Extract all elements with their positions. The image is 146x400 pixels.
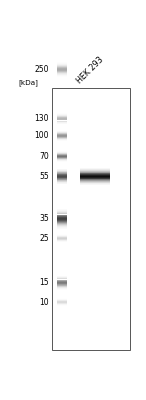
FancyBboxPatch shape [80, 179, 110, 180]
Text: 10: 10 [39, 298, 49, 306]
FancyBboxPatch shape [80, 172, 110, 173]
FancyBboxPatch shape [57, 222, 67, 223]
Text: 35: 35 [39, 214, 49, 224]
FancyBboxPatch shape [57, 219, 67, 220]
FancyBboxPatch shape [80, 175, 110, 176]
FancyBboxPatch shape [80, 171, 110, 172]
FancyBboxPatch shape [57, 221, 67, 222]
FancyBboxPatch shape [57, 211, 67, 212]
FancyBboxPatch shape [57, 218, 67, 219]
FancyBboxPatch shape [80, 176, 110, 177]
FancyBboxPatch shape [80, 174, 110, 175]
FancyBboxPatch shape [80, 180, 110, 181]
Text: HEK 293: HEK 293 [75, 55, 105, 86]
FancyBboxPatch shape [80, 169, 110, 170]
Text: 130: 130 [34, 114, 49, 123]
FancyBboxPatch shape [57, 223, 67, 224]
Text: 55: 55 [39, 172, 49, 181]
FancyBboxPatch shape [57, 225, 67, 226]
FancyBboxPatch shape [57, 214, 67, 215]
FancyBboxPatch shape [57, 226, 67, 227]
Text: 15: 15 [39, 278, 49, 287]
Text: 100: 100 [34, 131, 49, 140]
FancyBboxPatch shape [57, 220, 67, 221]
FancyBboxPatch shape [57, 224, 67, 225]
Text: 70: 70 [39, 152, 49, 161]
FancyBboxPatch shape [57, 217, 67, 218]
FancyBboxPatch shape [57, 210, 67, 211]
Text: 250: 250 [34, 65, 49, 74]
FancyBboxPatch shape [57, 215, 67, 216]
FancyBboxPatch shape [80, 182, 110, 183]
FancyBboxPatch shape [52, 88, 130, 350]
FancyBboxPatch shape [57, 216, 67, 217]
FancyBboxPatch shape [80, 177, 110, 178]
FancyBboxPatch shape [80, 183, 110, 184]
FancyBboxPatch shape [80, 178, 110, 179]
FancyBboxPatch shape [57, 212, 67, 213]
FancyBboxPatch shape [80, 181, 110, 182]
FancyBboxPatch shape [57, 213, 67, 214]
Text: 25: 25 [39, 234, 49, 243]
Text: [kDa]: [kDa] [19, 80, 39, 86]
FancyBboxPatch shape [80, 170, 110, 171]
